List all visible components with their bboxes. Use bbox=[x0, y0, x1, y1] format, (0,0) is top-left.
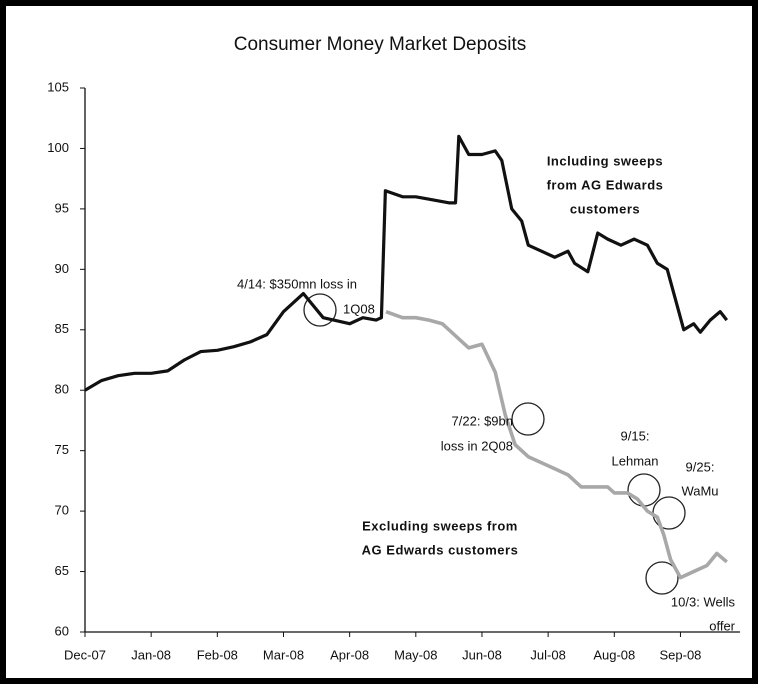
chart-title: Consumer Money Market Deposits bbox=[234, 34, 527, 55]
y-tick-label: 80 bbox=[55, 382, 69, 397]
annotation: loss in 2Q08 bbox=[441, 438, 513, 453]
series-line bbox=[84, 134, 729, 392]
y-tick-label: 65 bbox=[55, 563, 69, 578]
event-circle bbox=[303, 293, 337, 327]
x-tick-label: Jan-08 bbox=[131, 647, 171, 662]
y-tick-label: 70 bbox=[55, 503, 69, 518]
y-tick-label: 60 bbox=[55, 623, 69, 638]
annotation: Lehman bbox=[612, 453, 659, 468]
annotation: AG Edwards customers bbox=[362, 542, 519, 557]
x-tick-label: Feb-08 bbox=[197, 647, 238, 662]
event-circle bbox=[511, 402, 545, 436]
annotation: from AG Edwards bbox=[547, 177, 664, 192]
annotation: Including sweeps bbox=[547, 153, 663, 168]
y-tick-label: 105 bbox=[47, 79, 69, 94]
event-circle bbox=[645, 561, 679, 595]
annotation: offer bbox=[709, 618, 735, 633]
y-tick-label: 100 bbox=[47, 140, 69, 155]
x-tick-label: Aug-08 bbox=[593, 647, 635, 662]
x-tick-label: May-08 bbox=[394, 647, 437, 662]
y-tick-label: 95 bbox=[55, 200, 69, 215]
annotation: 7/22: $9bn bbox=[452, 413, 513, 428]
annotation: 9/25: bbox=[686, 459, 715, 474]
annotation: 9/15: bbox=[621, 428, 650, 443]
series-line bbox=[385, 309, 728, 580]
annotation: WaMu bbox=[681, 483, 718, 498]
x-tick-label: Apr-08 bbox=[330, 647, 369, 662]
x-tick-label: Jul-08 bbox=[530, 647, 565, 662]
annotation: 10/3: Wells bbox=[671, 594, 736, 609]
annotation: customers bbox=[570, 201, 640, 216]
x-tick-label: Dec-07 bbox=[64, 647, 106, 662]
x-tick-label: Sep-08 bbox=[659, 647, 701, 662]
y-tick-label: 90 bbox=[55, 261, 69, 276]
y-tick-label: 85 bbox=[55, 321, 69, 336]
x-tick-label: Jun-08 bbox=[462, 647, 502, 662]
annotation: Excluding sweeps from bbox=[362, 518, 518, 533]
x-tick-label: Mar-08 bbox=[263, 647, 304, 662]
frame bbox=[6, 6, 752, 678]
y-tick-label: 75 bbox=[55, 442, 69, 457]
annotation: 4/14: $350mn loss in bbox=[237, 276, 357, 291]
annotation: 1Q08 bbox=[343, 301, 375, 316]
